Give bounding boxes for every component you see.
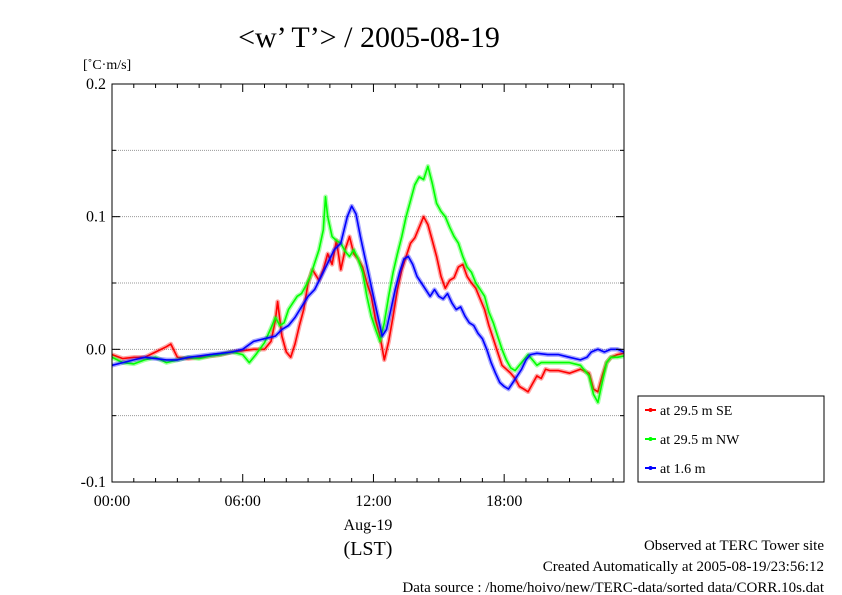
legend-label: at 29.5 m NW xyxy=(660,433,740,448)
series-layer xyxy=(111,164,625,405)
x-tick-label: 18:00 xyxy=(486,493,522,510)
y-tick-labels: -0.1 0.0 0.1 0.2 xyxy=(81,76,106,491)
legend-marker xyxy=(648,408,653,412)
axis-ticks xyxy=(111,83,624,483)
footer-source-note: Data source : /home/hoivo/new/TERC-data/… xyxy=(402,580,824,595)
legend-label: at 29.5 m SE xyxy=(660,404,732,419)
series-line-0 xyxy=(111,215,625,393)
legend-marker xyxy=(648,466,653,470)
x-axis-label: (LST) xyxy=(344,538,393,560)
y-tick-label: 0.0 xyxy=(86,341,106,358)
footer-created-note: Created Automatically at 2005-08-19/23:5… xyxy=(543,559,824,575)
y-tick-label: -0.1 xyxy=(81,474,106,491)
series-line-2 xyxy=(111,205,625,390)
x-tick-label: 00:00 xyxy=(94,493,130,510)
series-line-1 xyxy=(111,165,625,404)
y-axis-unit-label: [˚C·m/s] xyxy=(83,58,131,73)
x-tick-label: 12:00 xyxy=(355,493,391,510)
x-axis-date-label: Aug-19 xyxy=(344,517,393,534)
legend-items: at 29.5 m SE at 29.5 m NW at 1.6 m xyxy=(645,404,740,477)
x-tick-label: 06:00 xyxy=(224,493,260,510)
x-tick-labels: 00:00 06:00 12:00 18:00 xyxy=(94,493,523,510)
legend: at 29.5 m SE at 29.5 m NW at 1.6 m xyxy=(637,395,825,483)
gridlines xyxy=(112,149,624,417)
y-tick-label: 0.1 xyxy=(86,209,106,226)
y-tick-label: 0.2 xyxy=(86,76,106,93)
legend-label: at 1.6 m xyxy=(660,462,706,477)
legend-box xyxy=(637,395,825,483)
legend-marker xyxy=(648,437,653,441)
footer-observed-note: Observed at TERC Tower site xyxy=(644,538,824,554)
chart-title: <w’ T’> / 2005-08-19 xyxy=(238,21,500,54)
